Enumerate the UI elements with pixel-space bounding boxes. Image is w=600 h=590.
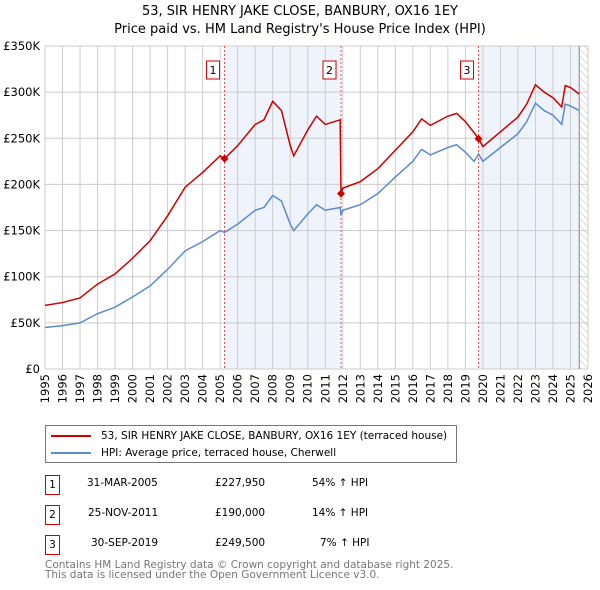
x-tick-label: 2001: [143, 374, 157, 403]
x-tick-label: 2018: [441, 374, 455, 403]
x-tick-label: 2021: [493, 374, 507, 403]
chart-plot: 1995 1996 1997 1998 1999 2000 2001 2002 2003 2004…: [3, 39, 595, 403]
legend-label: 53, SIR HENRY JAKE CLOSE, BANBURY, OX16 …: [101, 430, 448, 442]
x-tick-label: 2022: [511, 374, 525, 403]
sale-price: £249,500: [215, 537, 266, 549]
x-tick-label: 2008: [266, 374, 280, 403]
title-line: 53, SIR HENRY JAKE CLOSE, BANBURY, OX16 …: [141, 4, 459, 19]
sale-date: 30-SEP-2019: [91, 537, 159, 549]
sale-row: 1 31-MAR-2005 £227,950 54% ↑ HPI: [45, 475, 445, 495]
y-tick-label: £350K: [3, 39, 40, 53]
y-tick-label: £0: [25, 362, 40, 376]
y-tick-label: £300K: [3, 85, 40, 99]
sale-label: 1: [210, 64, 217, 77]
x-tick-label: 2024: [546, 374, 560, 403]
shaded-region: [224, 46, 342, 369]
x-tick-label: 2006: [231, 374, 245, 403]
x-tick-label: 2000: [126, 374, 140, 403]
x-tick-label: 1997: [73, 374, 87, 403]
sale-label-box: [206, 60, 221, 80]
sale-point: [220, 154, 229, 163]
hpi-line: [44, 102, 580, 329]
sale-label: 2: [326, 64, 333, 77]
footer-line: Contains HM Land Registry data © Crown c…: [45, 559, 454, 571]
x-tick-label: 2013: [353, 374, 367, 403]
sale-point: [474, 134, 483, 143]
x-tick-label: 2014: [371, 374, 385, 403]
x-tick-label: 2020: [476, 374, 490, 403]
legend-swatch-red: [51, 435, 91, 437]
x-tick-label: 2005: [213, 374, 227, 403]
sale-hpi: 14% ↑ HPI: [312, 507, 369, 519]
sale-label: 3: [464, 64, 471, 77]
x-tick-label: 2019: [458, 374, 472, 403]
x-tick-label: 2023: [528, 374, 542, 403]
x-tick-label: 2011: [318, 374, 332, 403]
x-tick-label: 2009: [283, 374, 297, 403]
sale-row: 2 25-NOV-2011 £190,000 14% ↑ HPI: [45, 505, 445, 525]
x-tick-label: 2004: [196, 374, 210, 403]
sale-number: 1: [45, 475, 60, 495]
y-tick-label: £250K: [3, 131, 40, 145]
y-tick-label: £100K: [3, 270, 40, 284]
x-tick-label: 1998: [91, 374, 105, 403]
x-tick-label: 1999: [108, 374, 122, 403]
sale-price: £190,000: [215, 507, 266, 519]
legend-item-hpi: HPI: Average price, terraced house, Cher…: [51, 445, 336, 461]
y-tick-label: £150K: [3, 224, 40, 238]
sale-hpi: 54% ↑ HPI: [312, 477, 369, 489]
footer-line: This data is licensed under the Open Gov…: [45, 569, 380, 581]
legend-swatch-blue: [51, 452, 91, 454]
footer: Contains HM Land Registry data © Crown c…: [45, 559, 454, 581]
y-tick-label: £50K: [11, 316, 41, 330]
x-tick-label: 2007: [248, 374, 262, 403]
x-tick-label: 2015: [388, 374, 402, 403]
sale-price: £227,950: [215, 477, 266, 489]
x-tick-label: 1996: [56, 374, 70, 403]
y-tick-label: £200K: [3, 177, 40, 191]
x-tick-label: 2025: [563, 374, 577, 403]
sale-number: 3: [45, 535, 60, 555]
sale-number: 2: [45, 505, 60, 525]
legend-label: HPI: Average price, terraced house, Cher…: [101, 447, 337, 459]
x-tick-label: 2002: [161, 374, 175, 403]
legend: 53, SIR HENRY JAKE CLOSE, BANBURY, OX16 …: [45, 425, 457, 463]
sale-hpi: 7% ↑ HPI: [320, 537, 370, 549]
sale-label-box: [322, 60, 337, 80]
sale-date: 25-NOV-2011: [88, 507, 159, 519]
x-tick-label: 2010: [301, 374, 315, 403]
x-tick-label: 2003: [178, 374, 192, 403]
sale-point: [337, 189, 346, 198]
forecast-hatch: [579, 46, 588, 369]
x-tick-label: 1995: [38, 374, 52, 403]
sale-date: 31-MAR-2005: [87, 477, 158, 489]
x-tick-label: 2026: [581, 374, 595, 403]
x-tick-label: 2016: [406, 374, 420, 403]
subtitle-line: Price paid vs. HM Land Registry's House …: [114, 22, 486, 37]
chart-title: 53, SIR HENRY JAKE CLOSE, BANBURY, OX16 …: [0, 3, 600, 39]
x-tick-label: 2012: [336, 374, 350, 403]
sale-label-box: [460, 60, 475, 80]
sale-row: 3 30-SEP-2019 £249,500 7% ↑ HPI: [45, 535, 445, 555]
legend-item-property: 53, SIR HENRY JAKE CLOSE, BANBURY, OX16 …: [51, 428, 447, 444]
x-tick-label: 2017: [423, 374, 437, 403]
